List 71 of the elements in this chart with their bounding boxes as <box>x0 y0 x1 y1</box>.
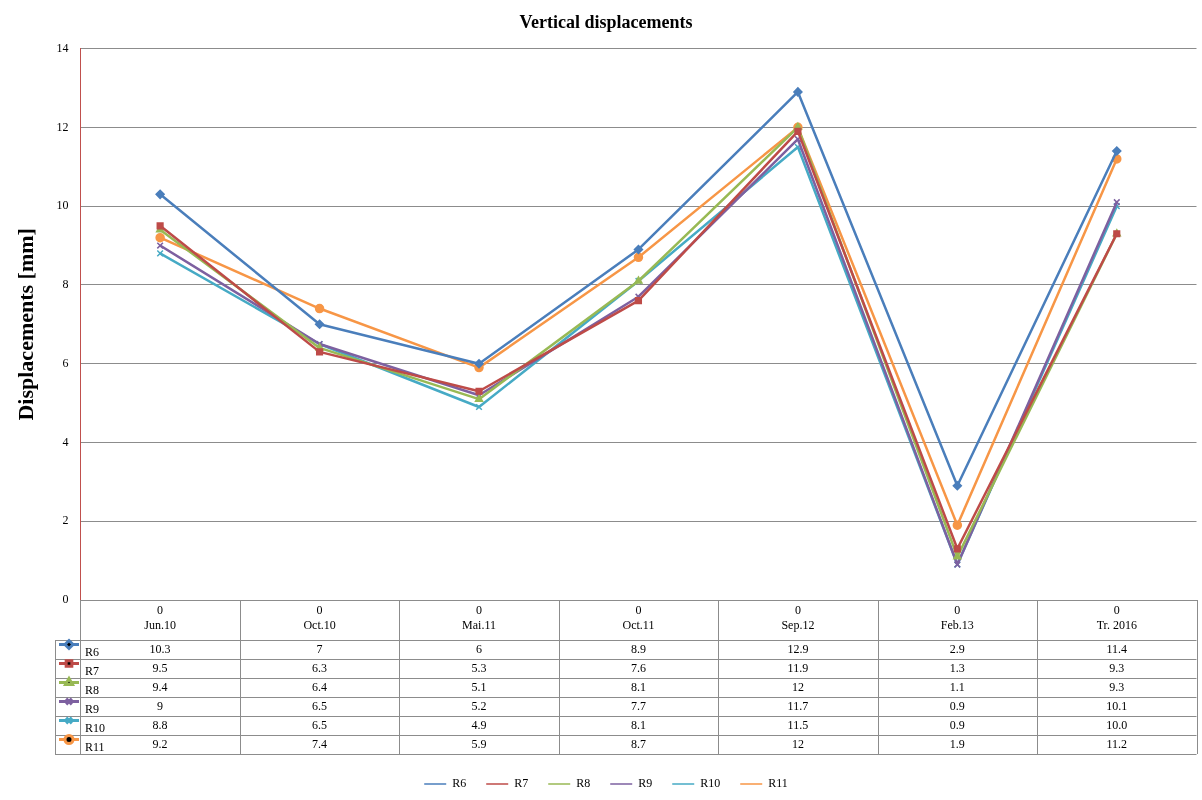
x-tick-label: 0 Feb.13 <box>940 603 974 632</box>
data-label: 1.1 <box>949 679 965 694</box>
legend-label: R7 <box>85 663 100 678</box>
data-label: 9.5 <box>152 660 168 675</box>
x-tick-label: 0 Jun.10 <box>144 603 176 632</box>
text: R7 <box>514 776 529 791</box>
data-label: 5.3 <box>471 660 487 675</box>
y-tick-label: 4 <box>62 434 69 449</box>
data-label: 12 <box>791 736 804 751</box>
text: R9 <box>638 776 653 791</box>
data-label: 6.5 <box>312 698 328 713</box>
data-label: 9.3 <box>1109 660 1125 675</box>
data-label: 11.4 <box>1106 641 1128 656</box>
y-tick-label: 0 <box>62 592 69 607</box>
data-label: 9 <box>157 698 164 713</box>
legend-label: R10 <box>85 720 106 735</box>
data-label: 8.1 <box>630 717 646 732</box>
legend-label: R9 <box>85 701 100 716</box>
y-tick-label: 10 <box>56 198 69 213</box>
y-tick-label: 2 <box>62 513 69 528</box>
legend-label: R6 <box>85 644 100 659</box>
data-label: 10.1 <box>1106 698 1128 713</box>
data-label: 7.7 <box>630 698 646 713</box>
data-label: 2.9 <box>949 641 965 656</box>
data-label: 5.9 <box>471 736 487 751</box>
y-tick-label: 12 <box>56 119 69 134</box>
x-tick-label: 0 Oct.11 <box>622 603 655 632</box>
data-label: 6 <box>476 641 483 656</box>
data-label: 6.3 <box>312 660 328 675</box>
data-label: 8.9 <box>630 641 646 656</box>
data-label: 11.2 <box>1106 736 1128 751</box>
data-label: 6.4 <box>312 679 328 694</box>
x-tick-label: 0 Sep.12 <box>781 603 815 632</box>
data-label: 1.3 <box>949 660 965 675</box>
data-label: 8.8 <box>152 717 168 732</box>
y-tick-label: 14 <box>56 40 69 55</box>
text: R8 <box>576 776 591 791</box>
data-label: 7.4 <box>312 736 328 751</box>
data-label: 11.9 <box>787 660 809 675</box>
y-tick-label: 8 <box>62 277 69 292</box>
data-label: 6.5 <box>312 717 328 732</box>
y-tick-label: 6 <box>62 355 69 370</box>
data-label: 9.3 <box>1109 679 1125 694</box>
legend-label: R8 <box>85 682 100 697</box>
y-axis-title: Displacements [mm] <box>12 228 38 421</box>
data-label: 7.6 <box>630 660 646 675</box>
data-label: 11.5 <box>787 717 809 732</box>
x-tick-label: 0 Mai.11 <box>462 603 496 632</box>
data-label: 10.0 <box>1106 717 1128 732</box>
data-label: 0.9 <box>949 717 965 732</box>
data-label: 8.7 <box>630 736 646 751</box>
data-label: 11.7 <box>787 698 809 713</box>
data-label: 5.1 <box>471 679 487 694</box>
data-label: 7 <box>316 641 323 656</box>
text: R10 <box>700 776 721 791</box>
data-label: 4.9 <box>471 717 487 732</box>
legend-label: R11 <box>85 739 105 754</box>
data-label: 8.1 <box>630 679 646 694</box>
data-label: 9.4 <box>152 679 168 694</box>
data-label: 1.9 <box>949 736 965 751</box>
text: R6 <box>452 776 467 791</box>
data-label: 12 <box>791 679 804 694</box>
text: R11 <box>768 776 788 791</box>
data-label: 0.9 <box>949 698 965 713</box>
data-label: 9.2 <box>152 736 168 751</box>
chart-title: Vertical displacements <box>519 12 693 33</box>
data-label: 12.9 <box>787 641 809 656</box>
x-tick-label: 0 Tr. 2016 <box>1096 603 1137 632</box>
data-label: 5.2 <box>471 698 487 713</box>
x-tick-label: 0 Oct.10 <box>303 603 336 632</box>
data-label: 10.3 <box>149 641 171 656</box>
